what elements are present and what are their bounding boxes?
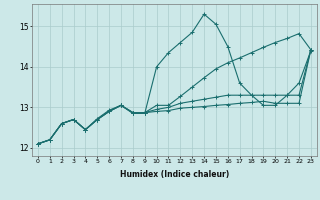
X-axis label: Humidex (Indice chaleur): Humidex (Indice chaleur) [120,170,229,179]
